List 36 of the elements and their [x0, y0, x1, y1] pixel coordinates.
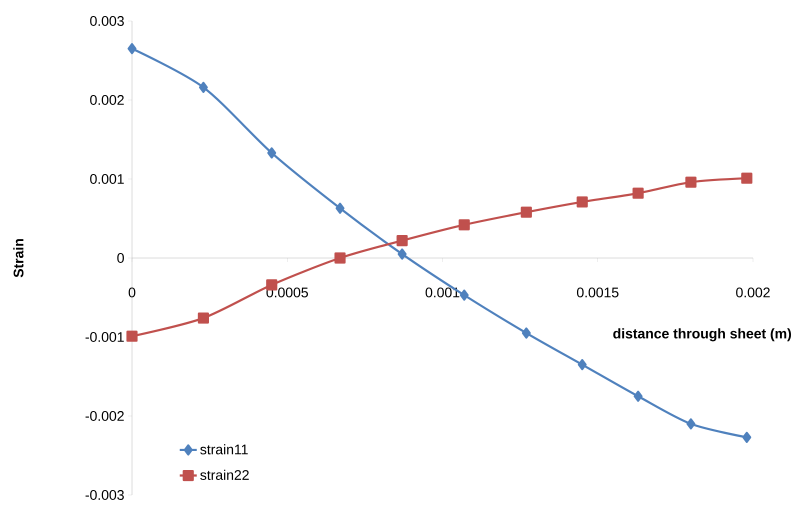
y-tick-label: 0	[117, 253, 124, 263]
point	[578, 359, 587, 370]
legend-label: strain11	[200, 444, 248, 454]
point	[634, 390, 643, 402]
y-tick-label: 0.003	[90, 16, 124, 26]
y-tick-label: -0.003	[86, 490, 124, 500]
point	[336, 202, 344, 214]
x-axis-title: distance through sheet (m)	[613, 328, 792, 342]
point	[458, 219, 470, 230]
x-tick-label: 0.0015	[576, 288, 618, 298]
point	[460, 290, 469, 301]
point	[576, 196, 588, 208]
point	[741, 172, 752, 184]
x-tick-label: 0.002	[736, 288, 770, 298]
point	[398, 248, 407, 260]
point	[126, 330, 138, 342]
point	[742, 432, 752, 443]
point	[396, 235, 408, 246]
y-tick-label: 0.001	[90, 174, 124, 184]
point	[632, 188, 644, 199]
x-tick-label: 0	[128, 288, 136, 298]
point	[198, 312, 209, 324]
point	[522, 327, 531, 339]
point	[198, 82, 208, 93]
point	[685, 176, 696, 188]
y-tick-label: -0.002	[86, 411, 124, 421]
x-tick-label: 0.001	[426, 288, 460, 298]
legend-label: strain22	[200, 470, 249, 480]
point	[267, 147, 276, 159]
point	[686, 418, 696, 430]
point	[128, 43, 136, 54]
point	[520, 206, 532, 218]
y-axis-title: Strain	[13, 239, 24, 278]
y-tick-label: -0.001	[86, 332, 124, 342]
y-tick-label: 0.002	[90, 95, 124, 105]
point	[334, 252, 346, 264]
